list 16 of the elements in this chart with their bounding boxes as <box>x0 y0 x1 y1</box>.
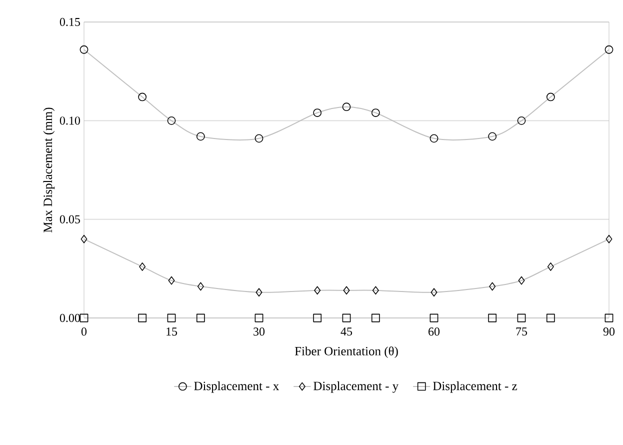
y-tick-label: 0.15 <box>60 18 80 26</box>
x-tick-label: 15 <box>166 328 178 336</box>
x-tick-label: 75 <box>516 328 528 336</box>
y-tick-label: 0.05 <box>60 215 80 224</box>
x-tick-label: 90 <box>603 328 615 336</box>
y-tick-label: 0.10 <box>60 116 80 125</box>
y-axis-title: Max Displacement (mm) <box>43 108 55 232</box>
x-tick-label: 0 <box>81 328 87 336</box>
x-axis-title: Fiber Orientation (θ) <box>294 346 398 358</box>
legend-label: Displacement - z <box>433 381 517 393</box>
x-tick-label: 60 <box>428 328 440 336</box>
legend-label: Displacement - x <box>194 381 279 393</box>
legend-label: Displacement - y <box>314 381 399 393</box>
x-tick-label: 45 <box>340 328 352 336</box>
y-tick-label: 0.00 <box>60 314 80 322</box>
x-tick-label: 30 <box>254 328 265 336</box>
